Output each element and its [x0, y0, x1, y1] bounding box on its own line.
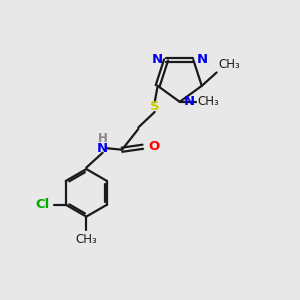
Text: N: N	[183, 95, 194, 108]
Text: CH₃: CH₃	[218, 58, 240, 71]
Text: N: N	[197, 53, 208, 66]
Text: CH₃: CH₃	[198, 95, 219, 108]
Text: N: N	[97, 142, 108, 155]
Text: H: H	[98, 132, 108, 145]
Text: Cl: Cl	[35, 198, 50, 211]
Text: CH₃: CH₃	[76, 233, 97, 246]
Text: S: S	[150, 100, 160, 113]
Text: O: O	[148, 140, 159, 153]
Text: N: N	[152, 53, 163, 66]
